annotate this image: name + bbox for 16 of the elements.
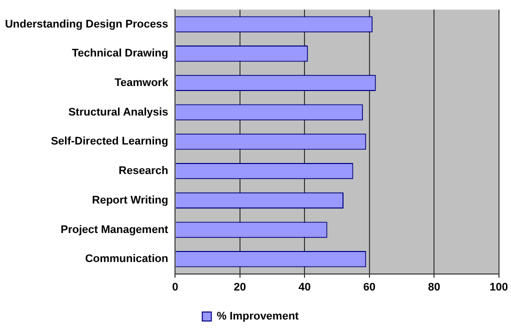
x-tick-label: 40 — [298, 281, 311, 294]
legend-label: % Improvement — [216, 310, 300, 323]
y-tick-label: Teamwork — [114, 77, 170, 90]
x-tick-label: 100 — [490, 281, 508, 294]
x-tick-label: 20 — [234, 281, 246, 294]
x-tick-label: 60 — [363, 281, 376, 294]
y-tick-label: Research — [118, 165, 168, 178]
x-tick-label: 0 — [172, 281, 178, 294]
y-tick-label: Self-Directed Learning — [50, 136, 168, 148]
y-tick-label: Understanding Design Process — [4, 18, 168, 30]
y-tick-label: Project Management — [60, 224, 169, 236]
x-tick-label: 80 — [428, 281, 440, 294]
y-tick-label: Communication — [85, 253, 168, 266]
y-tick-label: Report Writing — [92, 194, 168, 206]
y-tick-label: Technical Drawing — [72, 48, 168, 60]
y-tick-label: Structural Analysis — [68, 106, 168, 118]
